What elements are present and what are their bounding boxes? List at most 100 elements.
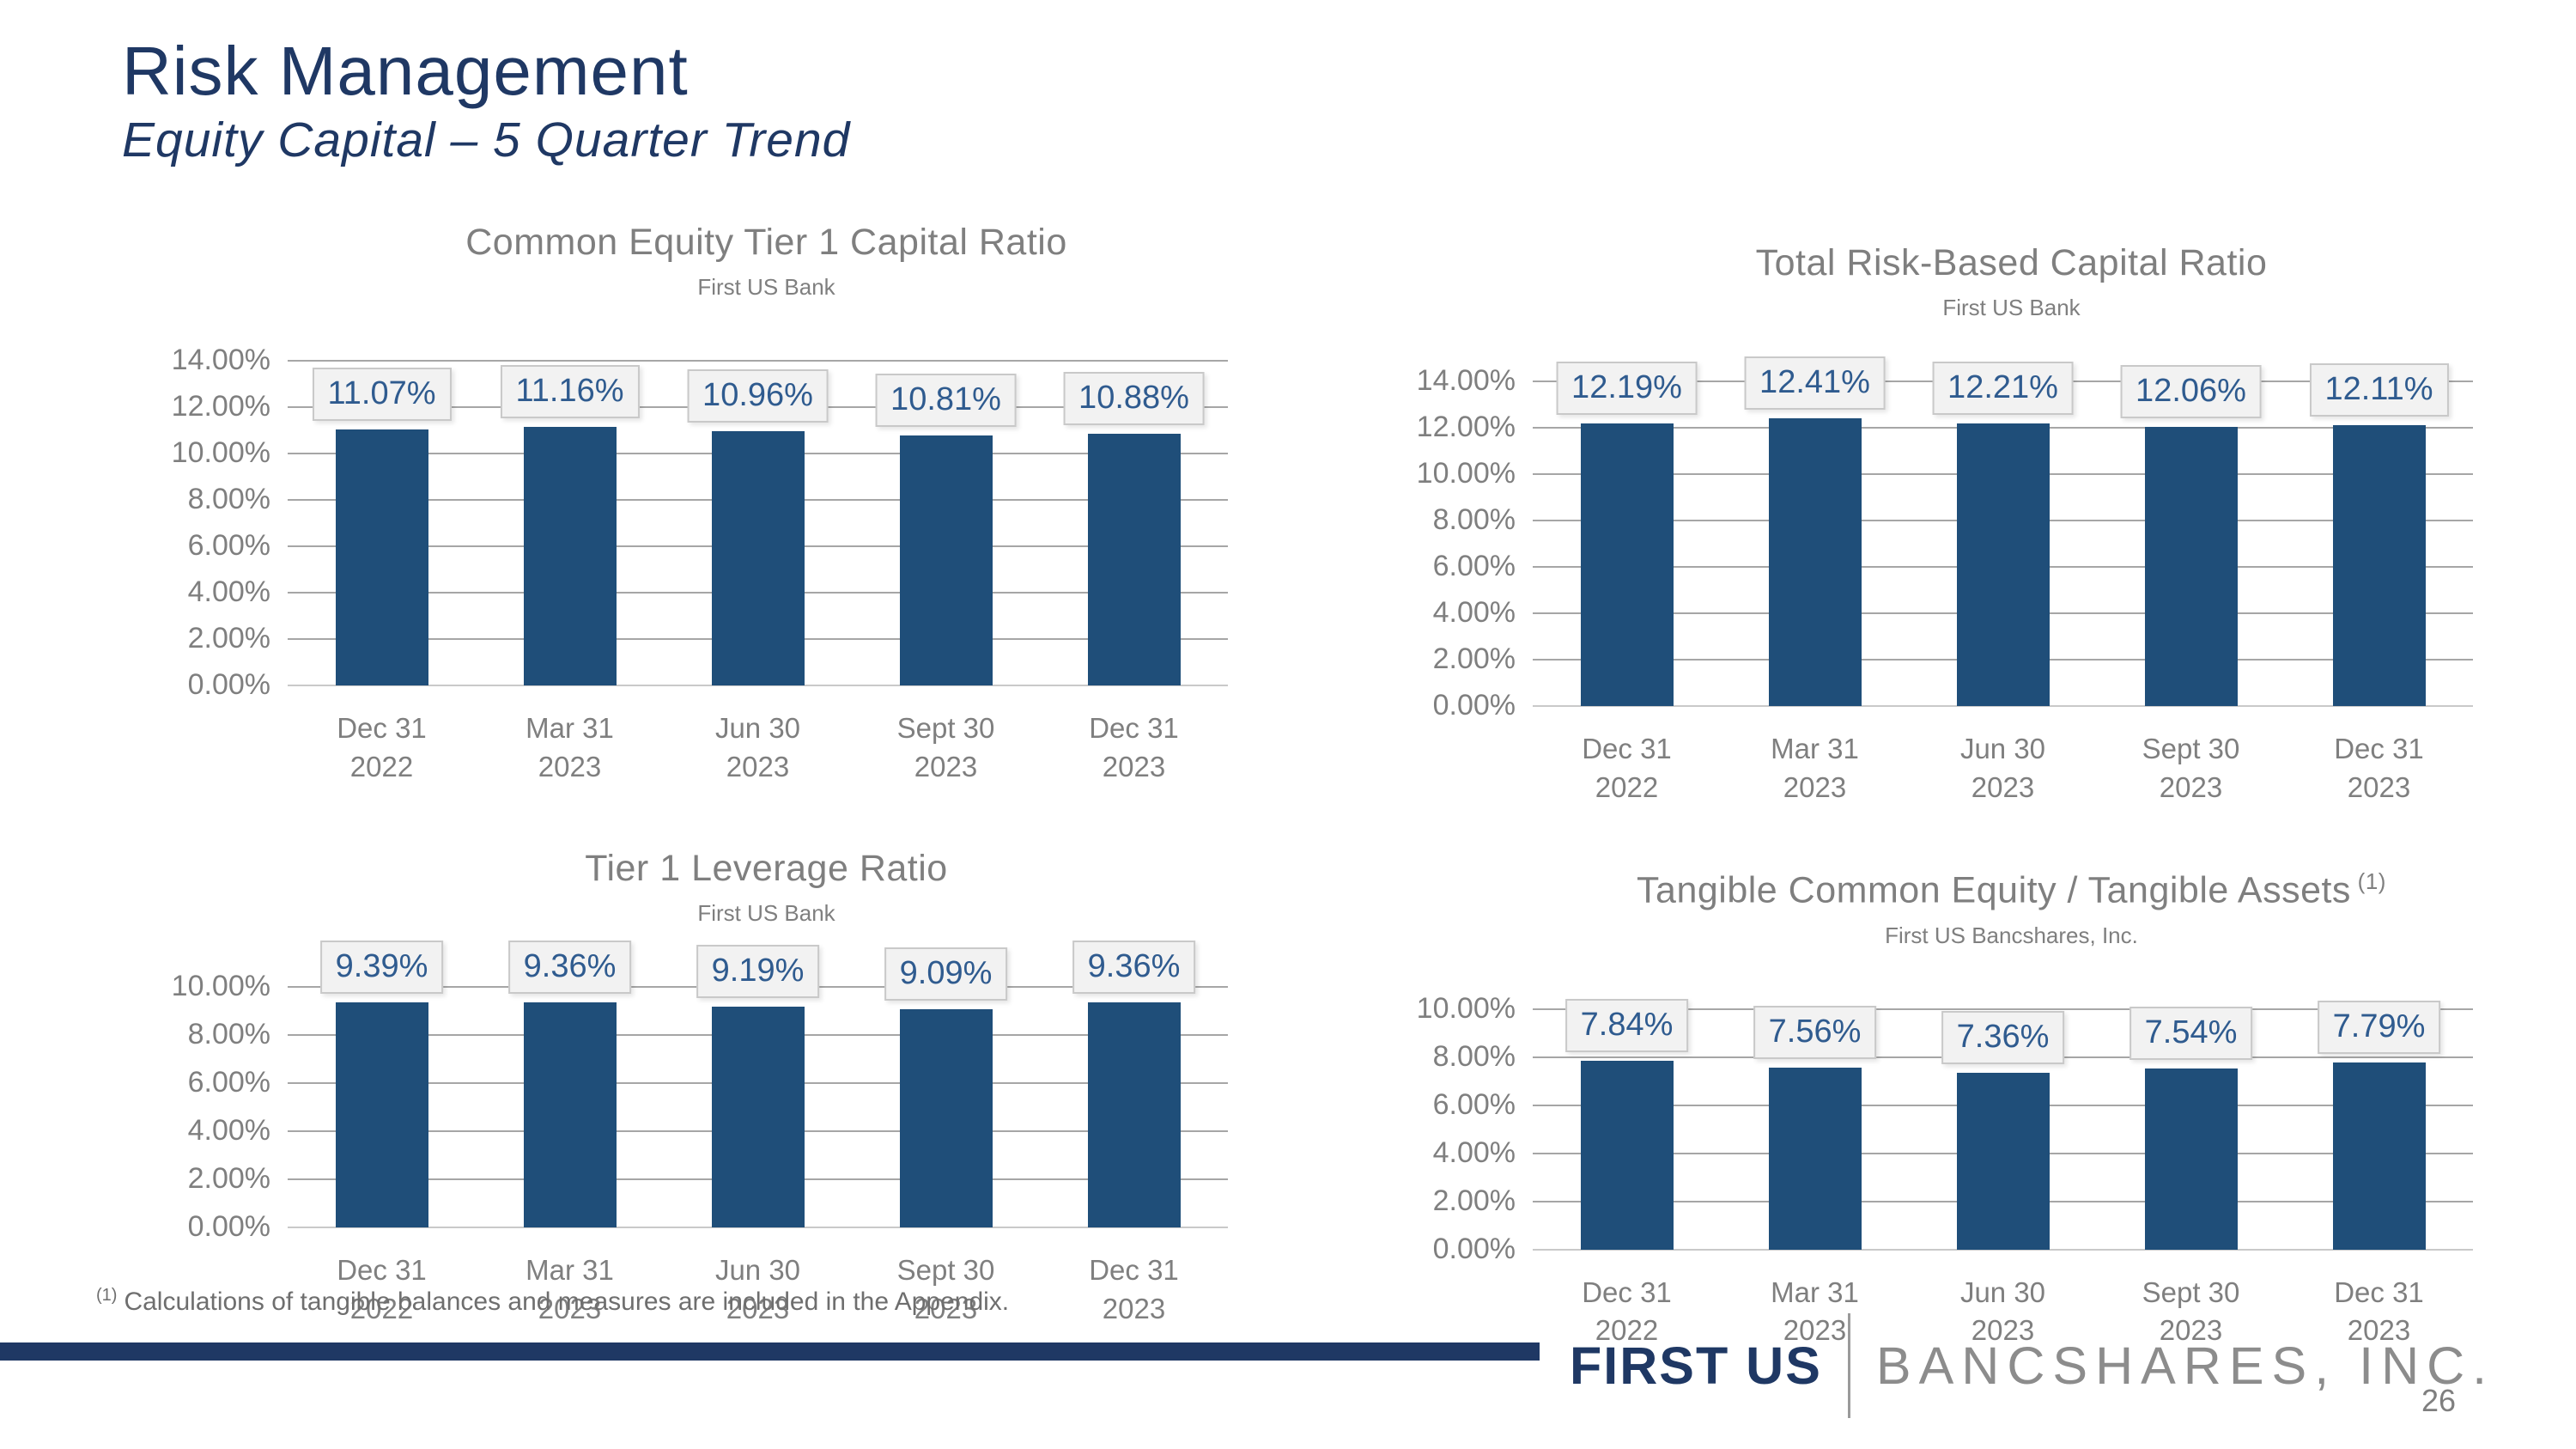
y-axis-tick-label: 8.00% [1432,503,1516,537]
x-axis-category-line: 2023 [1783,770,1847,803]
chart-plot-area: 10.00% 8.00% 6.00% 4.00% 2.00% 0.00% 9.39% 9.36… [172,940,1228,1243]
y-axis-tick-label: 14.00% [171,344,270,377]
bar-slot: 11.16% [476,361,664,686]
x-axis-category-label: Mar 31 2023 [1721,1274,1909,1350]
x-axis-category-line: Sept 30 [2142,733,2240,765]
x-axis-category-line: 2023 [538,750,602,782]
bar-slot: 7.79% [2285,1000,2473,1250]
x-axis-category-line: Dec 31 [1582,1275,1672,1308]
x-axis-category-line: 2023 [1102,1293,1166,1325]
y-axis-tick-label: 10.00% [171,970,270,1003]
x-axis-category-line: Sept 30 [896,712,995,745]
bottom-accent-band [0,1342,1540,1361]
x-axis-category-line: 2023 [914,750,978,782]
x-axis-category-line: Dec 31 [2334,733,2424,765]
x-axis-category-line: 2023 [1971,770,2035,803]
chart-total-risk-based-capital-ratio: Total Risk-Based Capital Ratio First US B… [1374,242,2490,807]
bar-slot: 12.06% [2097,364,2285,707]
bar-slot: 9.19% [664,945,852,1228]
x-axis-category-line: Mar 31 [1771,1275,1859,1308]
x-axis-category-label: Mar 31 2023 [476,709,664,786]
bar-value-label: 7.84% [1564,999,1689,1053]
x-axis-category-label: Jun 30 2023 [1909,1274,2097,1350]
bar-value-label: 10.81% [875,373,1017,427]
bar-value-label: 7.79% [2317,1000,2441,1054]
bar-slot: 9.39% [288,940,476,1228]
chart-plot-area: 10.00% 8.00% 6.00% 4.00% 2.00% 0.00% 7.84% 7.56… [1417,992,2473,1265]
y-axis-tick-label: 10.00% [171,436,270,470]
bar [1580,1061,1674,1250]
x-axis-labels: Dec 31 2022 Mar 31 2023 Jun 30 2023 Sept 30 202… [1533,1274,2490,1350]
bar [711,431,805,686]
bar-slot: 12.41% [1721,356,1909,707]
y-axis-tick-label: 0.00% [1432,1232,1516,1265]
bar [711,1007,805,1228]
bar-slot: 12.11% [2285,363,2473,707]
x-axis-category-line: 2023 [2347,770,2411,803]
x-axis-category-label: Dec 31 2023 [2285,730,2473,807]
bar-slot: 7.36% [1909,1009,2097,1250]
y-axis-tick-label: 0.00% [187,1210,270,1244]
bar-slot: 9.09% [852,947,1040,1228]
bar [2332,425,2426,707]
gridline [1533,1248,2473,1251]
gridline [1533,1008,2473,1010]
y-axis-tick-label: 4.00% [187,1114,270,1148]
x-axis-category-line: Jun 30 [1959,733,2046,765]
x-axis-category-line: Sept 30 [896,1254,995,1287]
x-axis-category-line: Mar 31 [526,1254,614,1287]
x-axis-category-line: 2022 [1595,1314,1659,1347]
chart-title: Total Risk-Based Capital Ratio [1755,242,2268,284]
bar-value-label: 9.19% [696,945,820,999]
bar-slot: 12.21% [1909,361,2097,707]
x-axis-category-label: Sept 30 2023 [2097,730,2285,807]
y-axis-tick-label: 8.00% [1432,1039,1516,1073]
y-axis-tick-label: 4.00% [1432,596,1516,630]
footnote-marker: (1) [96,1286,118,1305]
y-axis-tick-label: 10.00% [1416,457,1516,490]
bar-value-label: 10.96% [687,369,829,423]
chart-tier-1-leverage-ratio: Tier 1 Leverage Ratio First US Bank 10.00%… [129,848,1245,1349]
bar [523,427,617,686]
y-axis-tick-label: 2.00% [1432,1184,1516,1217]
y-axis-tick-label: 2.00% [187,622,270,655]
x-axis-labels: Dec 31 2022 Mar 31 2023 Jun 30 2023 Sept 30 202… [288,709,1245,786]
logo-first-us: FIRST US [1570,1336,1822,1395]
x-axis-category-label: Jun 30 2023 [1909,730,2097,807]
gridline [1533,705,2473,708]
bar-slot: 10.81% [852,361,1040,686]
bar [1087,1002,1181,1228]
x-axis-category-line: 2023 [914,1293,978,1325]
x-axis-category-line: Dec 31 [1582,733,1672,765]
x-axis-category-line: Jun 30 [714,1254,801,1287]
x-axis-category-line: 2023 [1783,1314,1847,1347]
x-axis-category-line: 2022 [1595,770,1659,803]
bar-value-label: 11.16% [500,365,640,419]
bar [2332,1062,2426,1250]
x-axis-category-label: Mar 31 2023 [476,1251,664,1328]
y-axis-tick-label: 0.00% [1432,689,1516,722]
bar-value-label: 7.56% [1753,1006,1877,1060]
y-axis-tick-label: 8.00% [187,1018,270,1051]
y-axis-tick-label: 6.00% [187,1066,270,1099]
footnote-text: Calculations of tangible balances and me… [124,1288,1010,1316]
x-axis-category-line: 2023 [2159,1314,2223,1347]
x-axis-category-line: 2022 [349,750,414,782]
bar-slot: 11.07% [288,361,476,686]
chart-plot-area: 14.00% 12.00% 10.00% 8.00% 6.00% 4.00% 2.00% 0.… [1417,356,2473,721]
bar [1956,1072,2050,1250]
x-axis-category-line: Jun 30 [1959,1275,2046,1308]
bar-value-label: 9.36% [507,941,632,995]
chart-title: Tangible Common Equity / Tangible Assets… [1637,868,2386,911]
x-axis-category-line: Mar 31 [1771,733,1859,765]
bar-slot: 7.54% [2097,1006,2285,1250]
y-axis-tick-label: 4.00% [1432,1135,1516,1169]
chart-subtitle: First US Bank [1942,295,2081,321]
x-axis-category-line: 2023 [1102,750,1166,782]
x-axis-category-line: Dec 31 [337,712,427,745]
y-axis-tick-label: 14.00% [1416,364,1516,398]
bar-value-label: 7.54% [2129,1006,2253,1060]
bar [1768,418,1862,707]
chart-plot-area: 14.00% 12.00% 10.00% 8.00% 6.00% 4.00% 2.00% 0.… [172,344,1228,701]
x-axis-category-line: 2023 [2159,770,2223,803]
